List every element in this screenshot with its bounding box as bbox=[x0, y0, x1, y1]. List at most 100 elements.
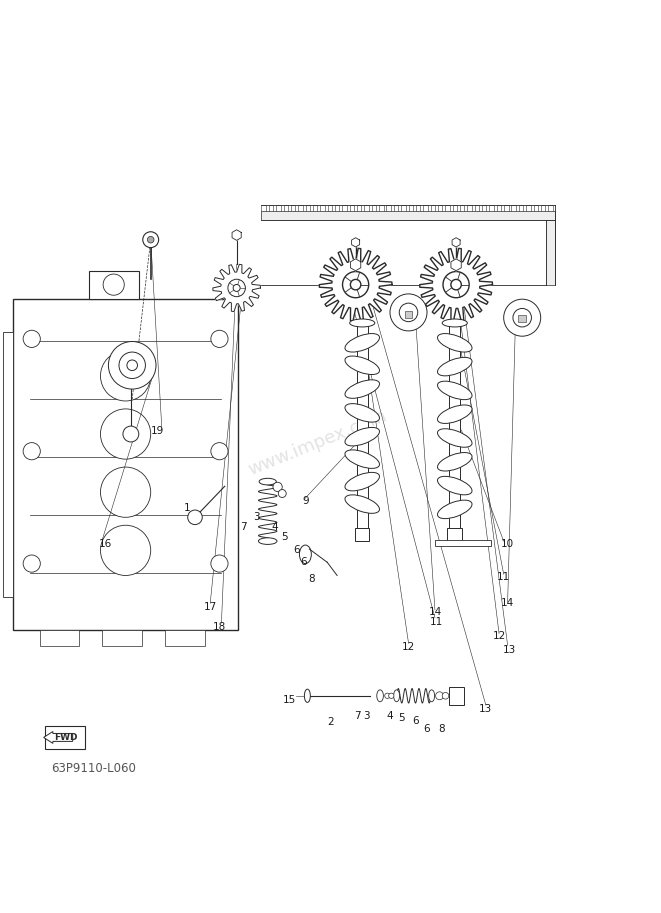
Ellipse shape bbox=[438, 405, 472, 424]
Bar bbox=[401, 205, 406, 211]
Bar bbox=[261, 211, 555, 220]
Circle shape bbox=[103, 274, 124, 295]
Bar bbox=[518, 315, 526, 321]
Circle shape bbox=[188, 510, 202, 525]
Ellipse shape bbox=[345, 472, 379, 491]
Circle shape bbox=[100, 351, 151, 401]
Bar bbox=[13, 299, 238, 630]
Circle shape bbox=[504, 299, 541, 336]
Circle shape bbox=[211, 443, 228, 460]
Ellipse shape bbox=[377, 690, 383, 702]
Circle shape bbox=[100, 525, 151, 575]
Ellipse shape bbox=[438, 453, 472, 471]
Bar bbox=[489, 205, 494, 211]
Ellipse shape bbox=[438, 477, 472, 495]
Circle shape bbox=[342, 271, 369, 298]
Bar bbox=[291, 205, 295, 211]
Polygon shape bbox=[232, 230, 241, 240]
Text: 13: 13 bbox=[502, 645, 516, 655]
Bar bbox=[475, 205, 479, 211]
Text: 7: 7 bbox=[240, 522, 247, 532]
Bar bbox=[45, 726, 85, 749]
Bar bbox=[446, 205, 449, 211]
Text: 11: 11 bbox=[497, 572, 510, 582]
Bar bbox=[357, 205, 362, 211]
Circle shape bbox=[108, 341, 156, 389]
Ellipse shape bbox=[438, 500, 472, 519]
Bar bbox=[447, 528, 462, 541]
Bar bbox=[519, 205, 524, 211]
Bar bbox=[533, 205, 538, 211]
Bar bbox=[482, 205, 486, 211]
Bar bbox=[165, 630, 205, 646]
Bar bbox=[467, 205, 472, 211]
Ellipse shape bbox=[438, 381, 472, 400]
Bar bbox=[497, 205, 501, 211]
Bar bbox=[405, 311, 412, 318]
Text: 1: 1 bbox=[184, 503, 190, 513]
Ellipse shape bbox=[345, 427, 379, 446]
Bar bbox=[546, 220, 555, 285]
Bar bbox=[355, 528, 369, 541]
Polygon shape bbox=[352, 237, 360, 247]
Text: 9: 9 bbox=[302, 497, 309, 507]
Text: 18: 18 bbox=[213, 622, 226, 632]
Bar bbox=[435, 540, 491, 546]
Ellipse shape bbox=[299, 545, 311, 563]
Text: 7: 7 bbox=[354, 710, 360, 720]
FancyArrow shape bbox=[44, 731, 73, 743]
Bar bbox=[387, 205, 391, 211]
Text: 15: 15 bbox=[283, 695, 296, 705]
Text: 8: 8 bbox=[438, 724, 445, 734]
Text: 17: 17 bbox=[204, 603, 217, 613]
Bar bbox=[364, 205, 369, 211]
Circle shape bbox=[451, 279, 461, 289]
Polygon shape bbox=[452, 237, 460, 247]
Text: FWD: FWD bbox=[54, 733, 78, 742]
Text: 6: 6 bbox=[301, 557, 307, 567]
Ellipse shape bbox=[345, 380, 379, 398]
Polygon shape bbox=[451, 259, 461, 271]
Bar bbox=[328, 205, 332, 211]
Bar bbox=[305, 205, 310, 211]
Bar bbox=[548, 205, 553, 211]
Circle shape bbox=[123, 426, 139, 442]
Bar bbox=[284, 205, 288, 211]
Circle shape bbox=[143, 232, 159, 247]
Ellipse shape bbox=[438, 357, 472, 376]
Circle shape bbox=[23, 443, 40, 460]
Polygon shape bbox=[420, 248, 492, 320]
Bar bbox=[371, 205, 376, 211]
Text: 19: 19 bbox=[151, 426, 164, 436]
Text: 8: 8 bbox=[309, 573, 315, 583]
Circle shape bbox=[211, 331, 228, 348]
Circle shape bbox=[119, 352, 145, 379]
Bar bbox=[313, 205, 317, 211]
Bar bbox=[526, 205, 531, 211]
Bar bbox=[453, 205, 457, 211]
Bar bbox=[357, 324, 368, 530]
Ellipse shape bbox=[259, 478, 276, 485]
Bar bbox=[430, 205, 435, 211]
Bar bbox=[449, 687, 464, 705]
Polygon shape bbox=[319, 248, 392, 320]
Text: 6: 6 bbox=[423, 724, 430, 734]
Text: 13: 13 bbox=[479, 704, 492, 714]
Ellipse shape bbox=[442, 319, 467, 327]
Text: 2: 2 bbox=[327, 718, 334, 728]
Text: 11: 11 bbox=[430, 617, 443, 626]
Circle shape bbox=[23, 555, 40, 572]
Text: 12: 12 bbox=[492, 631, 506, 641]
Ellipse shape bbox=[350, 319, 375, 327]
Bar bbox=[379, 205, 383, 211]
Circle shape bbox=[233, 285, 240, 291]
Circle shape bbox=[443, 271, 469, 298]
Ellipse shape bbox=[258, 538, 277, 544]
Text: www.impex.com: www.impex.com bbox=[245, 407, 389, 479]
Text: 3: 3 bbox=[364, 710, 370, 720]
Circle shape bbox=[273, 482, 282, 491]
Circle shape bbox=[390, 294, 427, 331]
Text: 10: 10 bbox=[501, 539, 514, 549]
Circle shape bbox=[389, 693, 394, 698]
Ellipse shape bbox=[394, 690, 399, 702]
